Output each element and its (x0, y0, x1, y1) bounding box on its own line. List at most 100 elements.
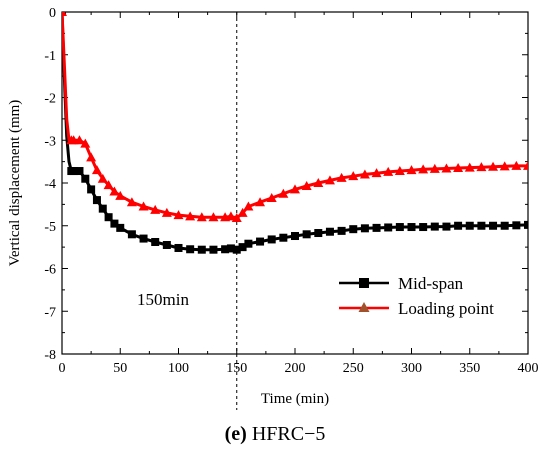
point-loading-point-0 (62, 12, 67, 16)
figure-caption: (e) HFRC−5 (0, 423, 550, 446)
legend-marker-loading-point (358, 302, 370, 312)
point-loading-point-42 (429, 163, 440, 173)
point-mid-span-31 (302, 230, 311, 239)
x-tick-label-7: 350 (459, 361, 480, 376)
x-tick-label-5: 250 (343, 361, 364, 376)
y-tick-label-0: 0 (49, 6, 56, 21)
point-loading-point-41 (418, 164, 429, 174)
series-layer (62, 12, 528, 254)
point-loading-point-26 (243, 201, 254, 211)
x-tick-label-8: 400 (518, 361, 539, 376)
point-loading-point-21 (208, 212, 219, 222)
y-axis-label: Vertical displacement (mm) (7, 100, 23, 267)
point-mid-span-15 (139, 234, 148, 243)
point-loading-point-31 (301, 180, 312, 190)
y-tick-label-7: -7 (44, 305, 56, 320)
point-mid-span-19 (186, 245, 195, 254)
point-loading-point-47 (488, 161, 499, 171)
point-loading-point-9 (91, 165, 102, 175)
point-mid-span-25 (238, 243, 247, 252)
point-loading-point-20 (196, 212, 207, 222)
annotation-150min: 150min (137, 290, 189, 309)
point-loading-point-24 (231, 213, 242, 223)
point-loading-point-19 (185, 211, 196, 221)
point-mid-span-46 (477, 221, 486, 230)
x-tick-label-1: 50 (113, 361, 127, 376)
point-loading-point-34 (336, 172, 347, 182)
point-loading-point-35 (348, 171, 359, 181)
point-loading-point-8 (86, 152, 97, 162)
point-mid-span-45 (465, 221, 474, 230)
x-tick-label-2: 100 (168, 361, 189, 376)
legend-label-loading-point: Loading point (398, 299, 494, 318)
point-mid-span-35 (349, 225, 358, 234)
point-mid-span-39 (395, 223, 404, 232)
point-mid-span-6 (75, 167, 84, 176)
point-mid-span-21 (209, 245, 218, 254)
point-loading-point-23 (225, 211, 236, 221)
point-mid-span-28 (267, 235, 276, 244)
y-tick-label-4: -4 (44, 177, 56, 192)
point-mid-span-40 (407, 223, 416, 232)
point-mid-span-49 (512, 221, 521, 230)
point-mid-span-43 (442, 222, 451, 231)
chart: 0 50 100 150 200 250 300 350 4000-1-2-3-4-5-6-7-… (7, 6, 539, 410)
x-tick-label-4: 200 (285, 361, 306, 376)
caption-text: HFRC−5 (246, 423, 326, 445)
point-mid-span-50 (524, 220, 528, 229)
point-loading-point-33 (324, 175, 335, 185)
point-loading-point-16 (150, 204, 161, 214)
y-tick-label-1: -1 (44, 49, 56, 64)
point-loading-point-40 (406, 165, 417, 175)
point-loading-point-17 (161, 207, 172, 217)
x-tick-label-0: 0 (59, 361, 66, 376)
point-loading-point-15 (138, 201, 149, 211)
x-axis-label: Time (min) (261, 391, 329, 407)
point-mid-span-27 (256, 237, 265, 246)
point-loading-point-46 (476, 162, 487, 172)
point-loading-point-7 (80, 138, 91, 148)
point-mid-span-38 (384, 223, 393, 232)
point-mid-span-48 (500, 221, 509, 230)
legend-marker-mid-span (359, 278, 369, 288)
point-mid-span-20 (197, 245, 206, 254)
legend-label-mid-span: Mid-span (398, 274, 464, 293)
tick-labels: 0 50 100 150 200 250 300 350 4000-1-2-3-4-5-6-7-… (44, 6, 538, 376)
point-mid-span-5 (69, 167, 78, 176)
point-mid-span-30 (291, 232, 299, 241)
point-mid-span-13 (116, 223, 125, 232)
point-loading-point-11 (103, 180, 114, 190)
point-loading-point-48 (499, 161, 510, 171)
legend: Mid-span Loading point (339, 274, 494, 318)
point-mid-span-17 (162, 240, 171, 249)
point-mid-span-36 (360, 224, 369, 233)
point-mid-span-16 (151, 237, 160, 246)
point-mid-span-23 (226, 244, 235, 253)
point-loading-point-30 (290, 184, 300, 194)
point-loading-point-12 (109, 186, 120, 196)
point-mid-span-33 (325, 227, 334, 236)
caption-letter: (e) (224, 423, 247, 445)
point-mid-span-12 (110, 219, 119, 228)
point-loading-point-14 (126, 197, 137, 207)
series-line-mid-span (62, 12, 528, 252)
point-mid-span-26 (244, 239, 253, 248)
point-loading-point-27 (255, 197, 266, 207)
point-mid-span-8 (87, 185, 96, 194)
point-mid-span-42 (430, 222, 439, 231)
point-loading-point-44 (453, 163, 464, 173)
point-loading-point-32 (313, 178, 324, 187)
y-tick-label-6: -6 (44, 263, 56, 278)
point-loading-point-6 (74, 135, 85, 145)
point-mid-span-9 (92, 196, 101, 205)
point-loading-point-25 (237, 207, 248, 217)
point-mid-span-44 (454, 221, 463, 230)
point-loading-point-36 (359, 169, 370, 179)
point-loading-point-39 (394, 166, 405, 176)
point-mid-span-22 (221, 245, 230, 254)
point-mid-span-29 (279, 233, 288, 242)
point-mid-span-10 (98, 204, 107, 213)
point-mid-span-18 (174, 243, 183, 252)
point-mid-span-34 (337, 226, 346, 235)
point-mid-span-11 (104, 213, 113, 222)
